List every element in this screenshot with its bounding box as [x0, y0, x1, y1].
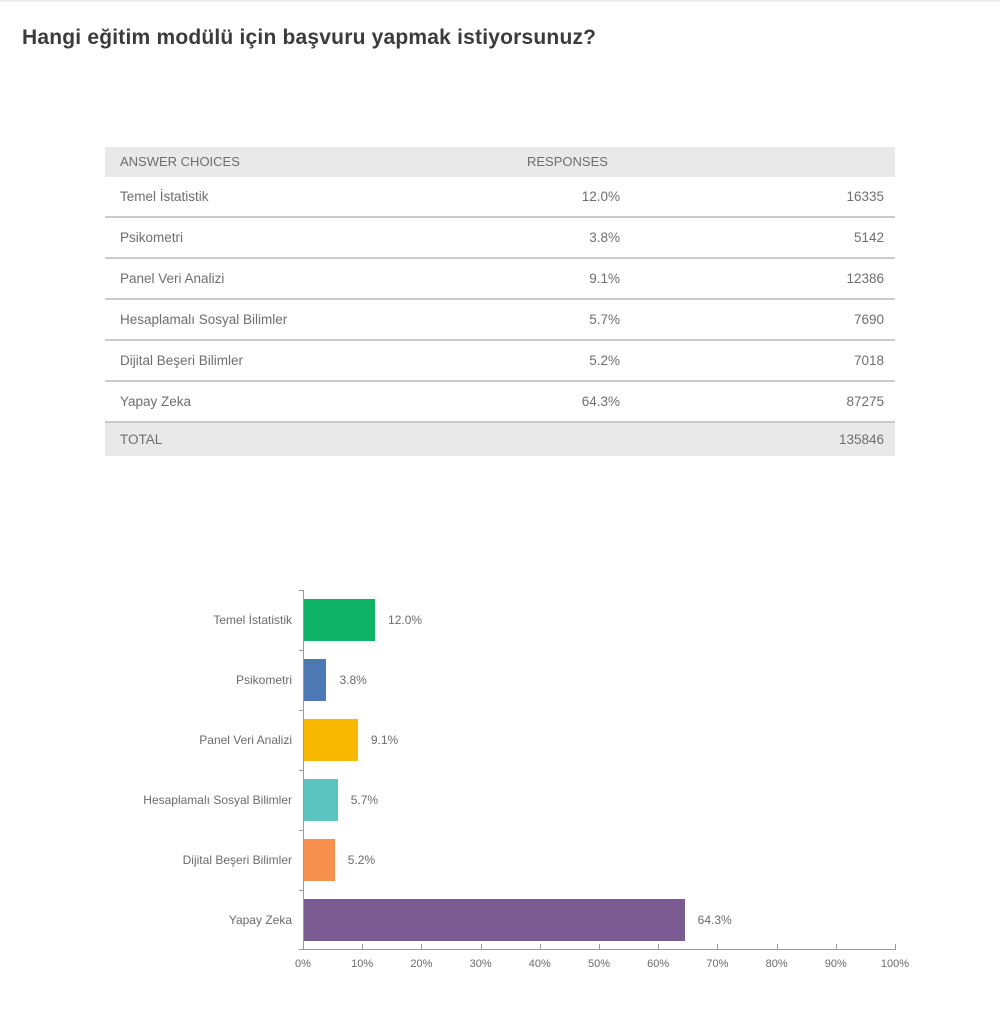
x-axis-tick	[776, 944, 778, 950]
x-tick-label: 40%	[528, 958, 551, 970]
category-label: Temel İstatistik	[213, 613, 292, 627]
x-axis-tick	[658, 944, 660, 950]
bar-row: 3.8%	[304, 650, 896, 710]
x-tick-label: 60%	[647, 958, 670, 970]
bar-chart: 12.0% 3.8% 9.1% 5.7% 5.2% 64.3%	[295, 590, 909, 970]
answer-choices-header: ANSWER CHOICES	[120, 154, 240, 169]
bar-row: 5.7%	[304, 770, 896, 830]
bar-row: 5.2%	[304, 830, 896, 890]
bar-temel-istatistik	[304, 599, 376, 641]
answer-percent: 3.8%	[589, 230, 620, 245]
y-axis-tick	[299, 590, 303, 591]
x-axis-tick	[480, 944, 482, 950]
bar-dijital-beseri-bilimler	[304, 839, 335, 881]
answer-count: 16335	[846, 189, 884, 204]
question-title: Hangi eğitim modülü için başvuru yapmak …	[22, 26, 597, 49]
answer-label: Psikometri	[120, 230, 184, 245]
y-axis-tick	[299, 830, 303, 831]
bar-yapay-zeka	[304, 899, 685, 941]
bar-value-label: 3.8%	[339, 673, 367, 687]
answer-label: Hesaplamalı Sosyal Bilimler	[120, 312, 288, 327]
table-row: Yapay Zeka 64.3% 87275	[105, 382, 895, 423]
y-axis-tick	[299, 710, 303, 711]
answer-label: Panel Veri Analizi	[120, 271, 225, 286]
answer-count: 5142	[853, 230, 884, 245]
bar-value-label: 5.7%	[350, 793, 379, 807]
category-label: Panel Veri Analizi	[199, 733, 292, 747]
y-axis-tick	[299, 949, 303, 950]
x-axis-tick	[303, 944, 304, 950]
bar-value-label: 9.1%	[370, 733, 399, 747]
x-axis-tick	[421, 944, 423, 950]
answer-percent: 5.7%	[589, 312, 620, 327]
bar-value-label: 64.3%	[697, 913, 732, 927]
x-tick-label: 100%	[880, 958, 910, 970]
bar-hesaplamali-sosyal-bilimler	[304, 779, 338, 821]
answer-count: 87275	[846, 394, 884, 409]
responses-header: RESPONSES	[527, 154, 608, 169]
y-axis-tick	[299, 890, 303, 891]
y-axis-tick	[299, 770, 303, 771]
table-row: Hesaplamalı Sosyal Bilimler 5.7% 7690	[105, 300, 895, 341]
answer-percent: 5.2%	[589, 353, 620, 368]
chart-category-labels: Temel İstatistik Psikometri Panel Veri A…	[40, 590, 292, 950]
x-tick-label: 20%	[410, 958, 433, 970]
table-row: Dijital Beşeri Bilimler 5.2% 7018	[105, 341, 895, 382]
total-label: TOTAL	[120, 432, 163, 447]
answer-count: 7690	[853, 312, 884, 327]
answer-label: Yapay Zeka	[120, 394, 192, 409]
total-count: 135846	[838, 432, 884, 447]
x-axis-tick	[539, 944, 541, 950]
x-tick-label: 30%	[469, 958, 492, 970]
answer-label: Dijital Beşeri Bilimler	[120, 353, 244, 368]
answer-percent: 12.0%	[581, 189, 620, 204]
table-total-row: TOTAL 135846	[105, 423, 895, 456]
x-axis-tick	[835, 944, 837, 950]
table-row: Temel İstatistik 12.0% 16335	[105, 177, 895, 218]
bar-psikometri	[304, 659, 327, 701]
category-label: Yapay Zeka	[228, 913, 292, 927]
x-tick-label: 80%	[765, 958, 788, 970]
table-row: Psikometri 3.8% 5142	[105, 218, 895, 259]
table-header-row: ANSWER CHOICES RESPONSES	[105, 147, 895, 177]
answer-label: Temel İstatistik	[120, 189, 209, 204]
answer-percent: 9.1%	[589, 271, 620, 286]
bar-value-label: 12.0%	[388, 613, 423, 627]
x-axis-tick	[599, 944, 600, 950]
bar-row: 9.1%	[304, 710, 896, 770]
x-tick-label: 50%	[587, 958, 611, 970]
bar-row: 64.3%	[304, 890, 896, 950]
answer-count: 12386	[846, 271, 884, 286]
x-axis-tick	[895, 944, 896, 950]
table-row: Panel Veri Analizi 9.1% 12386	[105, 259, 895, 300]
bar-panel-veri-analizi	[304, 719, 358, 761]
x-tick-label: 10%	[351, 958, 374, 970]
answer-count: 7018	[853, 353, 884, 368]
x-axis-tick	[362, 944, 364, 950]
results-table: ANSWER CHOICES RESPONSES Temel İstatisti…	[105, 147, 895, 456]
category-label: Hesaplamalı Sosyal Bilimler	[143, 793, 292, 807]
x-axis-tick	[717, 944, 719, 950]
x-tick-label: 0%	[295, 958, 311, 970]
x-tick-label: 90%	[824, 958, 847, 970]
answer-percent: 64.3%	[581, 394, 620, 409]
y-axis-tick	[299, 650, 303, 651]
bar-row: 12.0%	[304, 590, 896, 650]
bar-value-label: 5.2%	[347, 853, 376, 867]
x-tick-label: 70%	[706, 958, 729, 970]
category-label: Dijital Beşeri Bilimler	[182, 853, 292, 867]
y-axis-line	[303, 590, 304, 950]
category-label: Psikometri	[235, 673, 292, 687]
